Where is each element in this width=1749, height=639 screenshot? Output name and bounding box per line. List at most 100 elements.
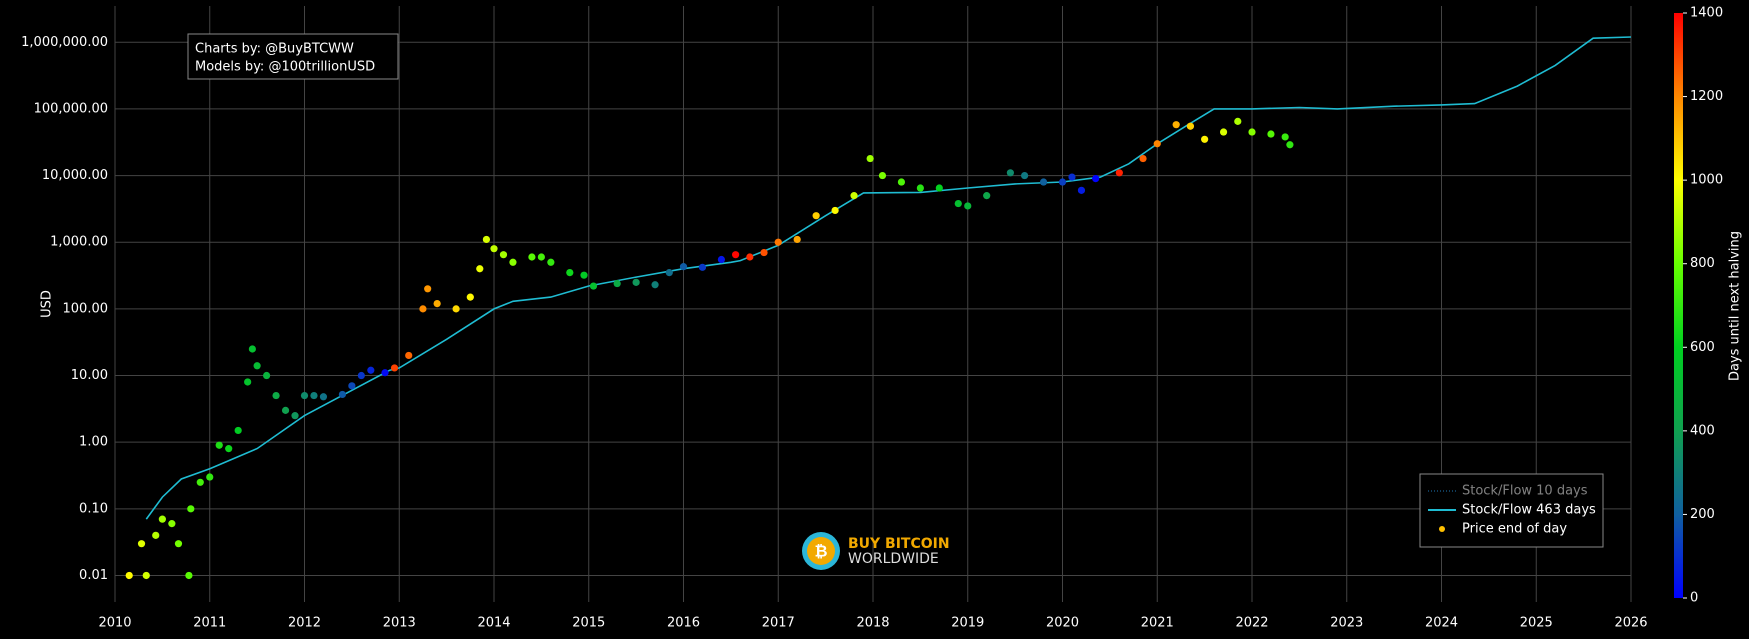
x-tick-label: 2014: [477, 616, 510, 631]
price-point: [196, 478, 204, 486]
price-point: [466, 293, 474, 301]
price-point: [348, 382, 356, 390]
price-point: [357, 371, 365, 380]
price-point: [419, 305, 427, 313]
price-point: [866, 154, 874, 163]
price-point: [566, 269, 574, 277]
price-point: [291, 412, 299, 420]
y-tick-label: 100,000.00: [34, 101, 108, 116]
price-point: [300, 391, 309, 400]
price-point: [482, 235, 491, 244]
annotation-box: [187, 33, 399, 80]
price-point: [1115, 169, 1123, 177]
x-tick-label: 2018: [856, 616, 889, 631]
y-tick-label: 10,000.00: [42, 168, 108, 183]
colorbar-tick-label: 400: [1690, 423, 1715, 438]
logo: ₿ BUY BITCOIN WORLDWIDE: [802, 532, 950, 570]
legend-symbol: [1439, 526, 1445, 532]
price-point: [1281, 133, 1289, 141]
price-point: [698, 263, 707, 271]
legend-label[interactable]: Stock/Flow 463 days: [1462, 503, 1596, 518]
x-tick-label: 2022: [1235, 616, 1268, 631]
price-point: [1172, 121, 1180, 129]
price-point: [613, 279, 621, 288]
price-point: [1077, 186, 1086, 194]
price-point: [319, 393, 328, 401]
price-point: [509, 258, 517, 266]
legend-label[interactable]: Price end of day: [1462, 522, 1567, 537]
price-point: [390, 364, 399, 372]
price-point: [152, 531, 160, 539]
y-tick-label: 10.00: [71, 368, 108, 383]
price-point: [281, 406, 290, 414]
annotation: Charts by: @BuyBTCWW: [195, 42, 354, 57]
model-line: [145, 36, 1632, 520]
colorbar-tick-label: 1400: [1690, 6, 1723, 21]
price-point: [1039, 178, 1048, 186]
price-point: [580, 271, 588, 279]
price-point: [1006, 169, 1014, 177]
price-point: [476, 265, 484, 273]
x-tick-label: 2011: [193, 616, 226, 631]
price-point: [717, 255, 726, 264]
x-tick-label: 2016: [667, 616, 700, 631]
y-tick-label: 1,000.00: [50, 235, 108, 250]
price-point: [381, 369, 389, 377]
price-point: [812, 212, 820, 220]
x-tick-label: 2021: [1141, 616, 1174, 631]
price-point: [1201, 135, 1209, 143]
price-point: [1021, 171, 1029, 180]
price-point: [206, 473, 214, 481]
price-point: [679, 263, 688, 271]
price-point: [1267, 130, 1275, 138]
price-point: [589, 282, 598, 290]
price-point: [452, 305, 460, 313]
x-tick-label: 2023: [1330, 616, 1363, 631]
price-point: [424, 285, 432, 293]
price-point: [774, 238, 782, 246]
price-point: [537, 253, 545, 261]
price-point: [1248, 128, 1256, 136]
price-point: [954, 199, 962, 208]
x-tick-label: 2010: [98, 616, 131, 631]
price-point: [187, 505, 195, 513]
colorbar: [1674, 13, 1683, 598]
price-point: [850, 192, 858, 200]
colorbar-tick-label: 600: [1690, 340, 1715, 355]
y-tick-label: 0.10: [79, 501, 108, 516]
y-axis-label: USD: [40, 290, 55, 318]
x-tick-label: 2020: [1046, 616, 1079, 631]
legend-label[interactable]: Stock/Flow 10 days: [1462, 484, 1588, 499]
price-point: [665, 269, 673, 277]
price-point: [547, 258, 555, 266]
price-point: [215, 441, 223, 449]
colorbar-tick-label: 1200: [1690, 89, 1723, 104]
price-point: [225, 445, 233, 453]
price-point: [878, 171, 887, 180]
price-point: [935, 184, 943, 192]
colorbar-tick-label: 200: [1690, 507, 1715, 522]
x-tick-label: 2015: [572, 616, 605, 631]
annotation: Models by: @100trillionUSD: [195, 60, 375, 75]
x-tick-label: 2019: [951, 616, 984, 631]
price-point: [1068, 173, 1076, 181]
price-point: [433, 299, 441, 308]
price-point: [651, 281, 659, 289]
price-point: [310, 391, 318, 400]
price-point: [253, 362, 261, 370]
price-point: [490, 245, 498, 253]
x-tick-label: 2026: [1614, 616, 1647, 631]
price-point: [137, 540, 146, 548]
price-point: [1153, 140, 1161, 148]
logo-text: WORLDWIDE: [848, 551, 939, 567]
x-tick-label: 2024: [1425, 616, 1458, 631]
price-point: [793, 235, 801, 244]
price-point: [405, 351, 413, 360]
x-tick-label: 2012: [288, 616, 321, 631]
price-point: [248, 345, 256, 353]
price-point: [158, 515, 166, 523]
price-point: [185, 571, 193, 580]
price-point: [499, 251, 508, 259]
price-point: [367, 366, 375, 374]
